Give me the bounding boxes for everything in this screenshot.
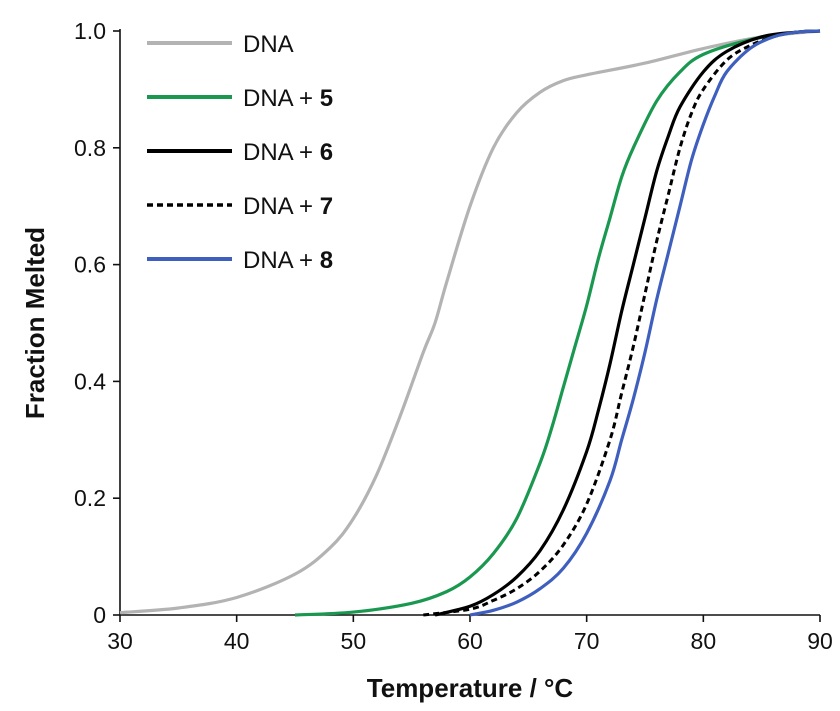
legend-label-compound: 8 (320, 247, 333, 274)
legend-label-text: DNA + (243, 193, 320, 220)
x-axis-title: Temperature / °C (367, 673, 574, 703)
legend-label-3: DNA + 6 (243, 139, 333, 166)
y-tick-label: 0.2 (74, 485, 106, 511)
legend-label-text: DNA + (243, 139, 320, 166)
legend-label-5: DNA + 8 (243, 247, 333, 274)
legend-label-compound: 6 (320, 139, 333, 166)
y-tick-label: 0.8 (74, 135, 106, 161)
legend-label-compound: 5 (320, 85, 333, 112)
legend-label-4: DNA + 7 (243, 193, 333, 220)
legend-label-text: DNA (243, 31, 294, 58)
legend-label-text: DNA + (243, 247, 320, 274)
x-tick-label: 80 (691, 628, 717, 654)
series-layer (119, 29, 821, 617)
series-line-1 (119, 29, 821, 615)
x-tick-label: 60 (457, 628, 483, 654)
series-line-3 (434, 29, 821, 617)
legend-label-text: DNA + (243, 85, 320, 112)
x-tick-label: 90 (807, 628, 833, 654)
x-tick-label: 40 (224, 628, 250, 654)
legend-label-compound: 7 (320, 193, 333, 220)
x-tick-label: 50 (341, 628, 367, 654)
series-line-5 (469, 29, 821, 617)
y-tick-label: 0 (93, 602, 106, 628)
legend-label-2: DNA + 5 (243, 85, 333, 112)
y-axis-title: Fraction Melted (20, 227, 50, 419)
y-tick-label: 0.4 (74, 368, 106, 394)
x-tick-label: 30 (107, 628, 133, 654)
series-line-4 (423, 29, 821, 617)
legend-label-1: DNA (243, 31, 294, 58)
y-tick-label: 1.0 (74, 18, 106, 44)
axes: 30 40 50 60 70 80 90 0 0.2 0.4 0.6 0.8 1.0 (74, 18, 833, 654)
x-tick-label: 70 (574, 628, 600, 654)
y-tick-label: 0.6 (74, 252, 106, 278)
series-line-2 (294, 29, 821, 617)
